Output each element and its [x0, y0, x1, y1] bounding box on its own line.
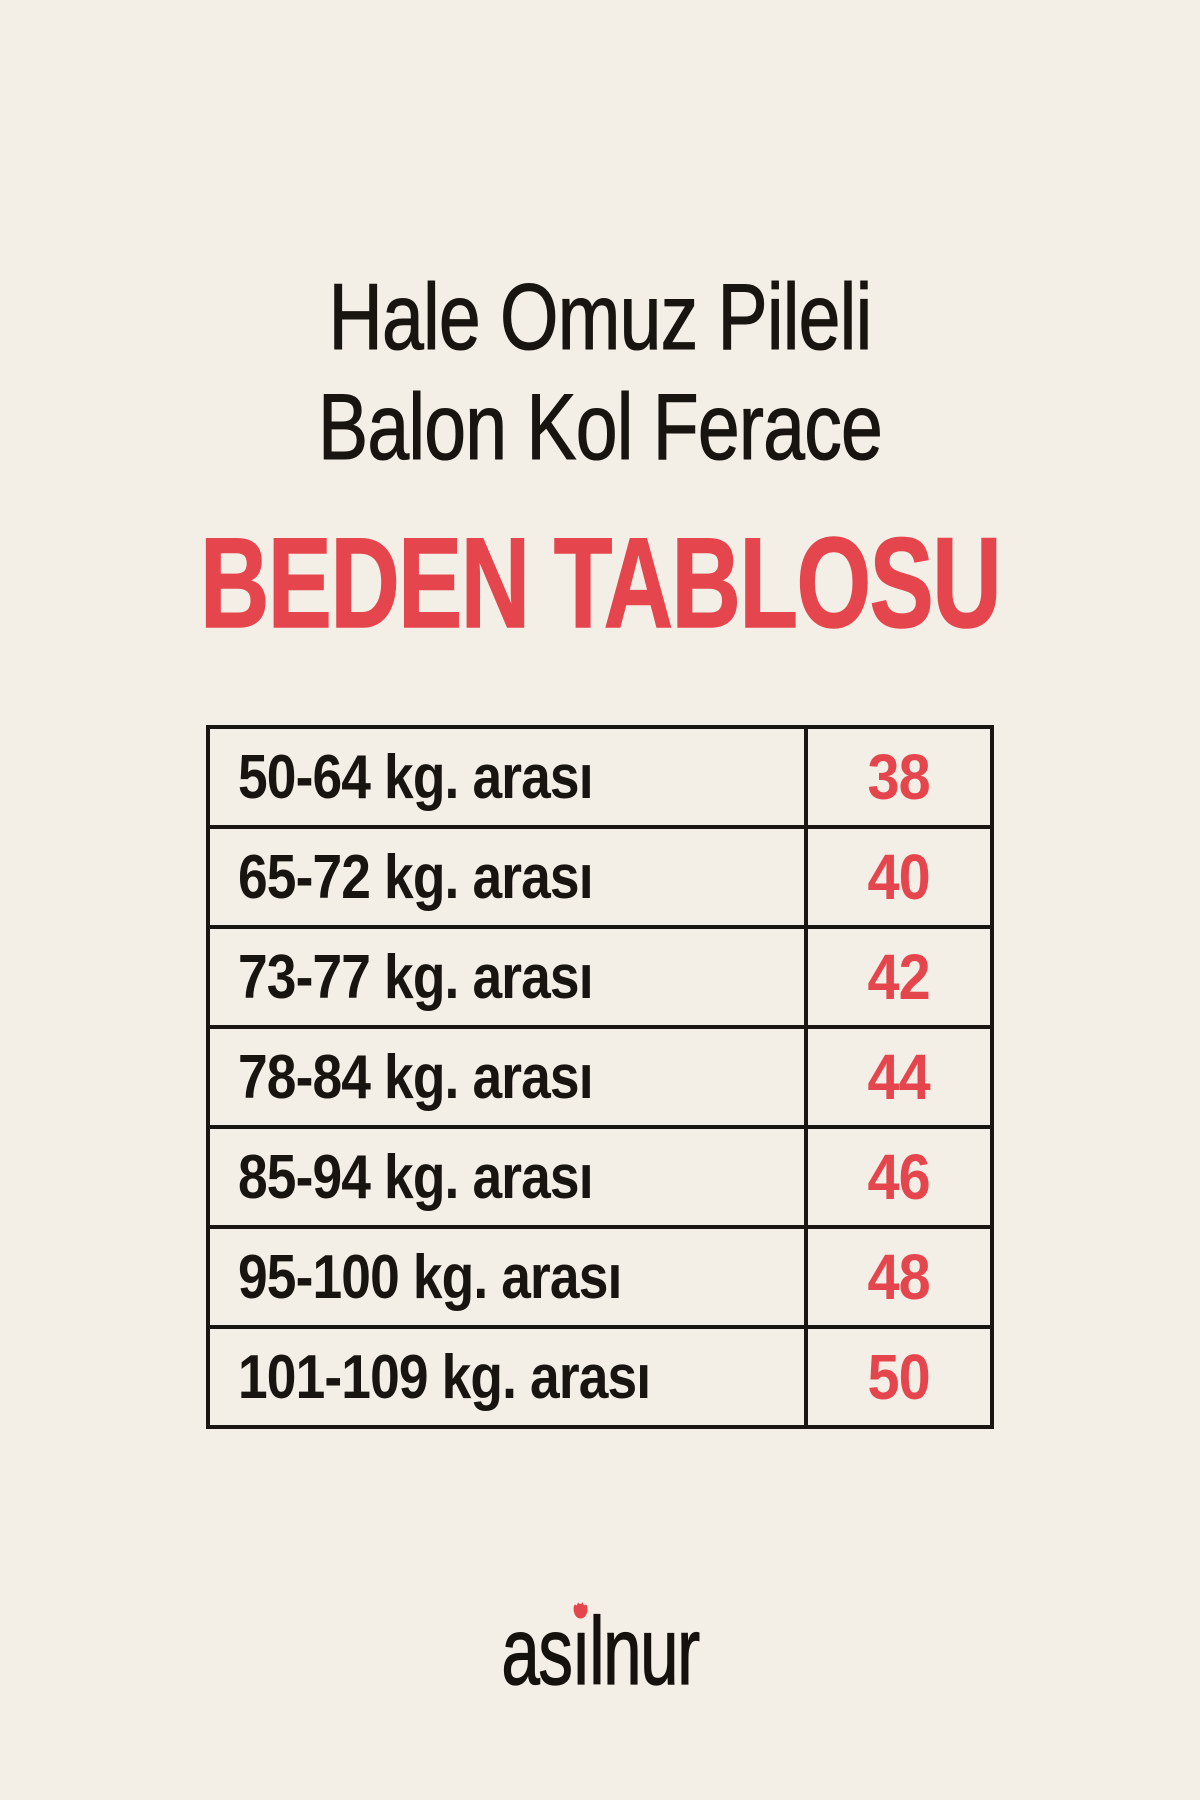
product-title-line2: Balon Kol Ferace — [317, 373, 884, 479]
size-value-text: 46 — [867, 1141, 931, 1214]
size-table-body: 50-64 kg. arası 38 65-72 kg. arası 40 — [206, 725, 994, 1430]
weight-range-cell: 101-109 kg. arası — [206, 1325, 808, 1430]
brand-text-post: lnur — [589, 1598, 701, 1706]
size-cell: 46 — [804, 1125, 994, 1230]
brand-letter-i: ı — [571, 1597, 591, 1707]
product-title-line1: Hale Omuz Pileli — [328, 263, 873, 369]
size-cell: 44 — [804, 1025, 994, 1130]
weight-range-cell: 50-64 kg. arası — [206, 725, 808, 830]
weight-range-cell: 73-77 kg. arası — [206, 925, 808, 1030]
weight-range-cell: 95-100 kg. arası — [206, 1225, 808, 1330]
size-value-text: 48 — [867, 1241, 931, 1314]
weight-range-text: 85-94 kg. arası — [238, 1142, 594, 1212]
size-table-row: 95-100 kg. arası 48 — [206, 1225, 994, 1330]
size-table-heading: BEDEN TABLOSU — [199, 511, 1002, 656]
weight-range-text: 73-77 kg. arası — [238, 942, 594, 1012]
size-cell: 42 — [804, 925, 994, 1030]
weight-range-cell: 85-94 kg. arası — [206, 1125, 808, 1230]
size-table-row: 85-94 kg. arası 46 — [206, 1125, 994, 1230]
size-table: 50-64 kg. arası 38 65-72 kg. arası 40 — [206, 725, 994, 1430]
weight-range-cell: 65-72 kg. arası — [206, 825, 808, 930]
size-table-row: 50-64 kg. arası 38 — [206, 725, 994, 830]
weight-range-text: 50-64 kg. arası — [238, 742, 594, 812]
brand-logo-text: ası lnur — [501, 1597, 701, 1707]
size-cell: 50 — [804, 1325, 994, 1430]
size-value-text: 50 — [867, 1341, 931, 1414]
size-table-row: 101-109 kg. arası 50 — [206, 1325, 994, 1430]
weight-range-text: 101-109 kg. arası — [238, 1342, 651, 1412]
brand-text-pre: as — [501, 1598, 574, 1706]
size-table-row: 73-77 kg. arası 42 — [206, 925, 994, 1030]
size-value-text: 40 — [867, 841, 931, 914]
tulip-icon — [573, 1602, 588, 1619]
size-table-row: 65-72 kg. arası 40 — [206, 825, 994, 930]
size-cell: 38 — [804, 725, 994, 830]
weight-range-text: 95-100 kg. arası — [238, 1242, 622, 1312]
brand-letter-i-stem: ı — [571, 1598, 591, 1706]
size-cell: 48 — [804, 1225, 994, 1330]
size-table-row: 78-84 kg. arası 44 — [206, 1025, 994, 1130]
product-title: Hale Omuz Pileli Balon Kol Ferace — [120, 0, 1080, 482]
size-value-text: 38 — [867, 741, 931, 814]
size-cell: 40 — [804, 825, 994, 930]
weight-range-cell: 78-84 kg. arası — [206, 1025, 808, 1130]
weight-range-text: 78-84 kg. arası — [238, 1042, 594, 1112]
brand-logo: ası lnur — [0, 1597, 1200, 1707]
size-value-text: 44 — [867, 1041, 931, 1114]
weight-range-text: 65-72 kg. arası — [238, 842, 594, 912]
size-value-text: 42 — [867, 941, 931, 1014]
